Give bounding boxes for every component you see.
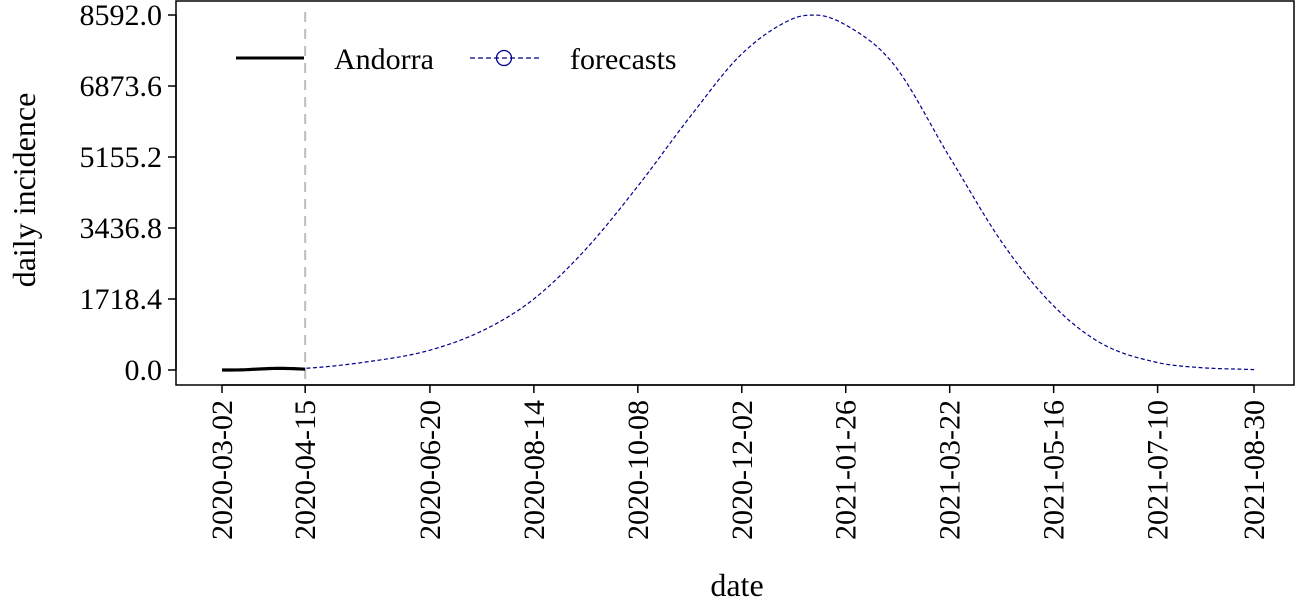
x-tick-label: 2021-08-30 (1238, 400, 1271, 540)
x-tick-label: 2020-10-08 (622, 400, 655, 540)
x-tick-label: 2021-05-16 (1038, 400, 1071, 540)
x-tick-label: 2020-04-15 (289, 400, 322, 540)
series-line-forecasts (221, 14, 1255, 371)
x-axis-title: date (710, 567, 763, 600)
x-tick-label: 2020-08-14 (518, 400, 551, 540)
x-tick-label: 2021-01-26 (830, 400, 863, 540)
x-tick-label: 2020-12-02 (726, 400, 759, 540)
y-tick-label: 3436.8 (80, 212, 163, 245)
y-tick-label: 0.0 (125, 354, 163, 387)
y-tick-label: 5155.2 (80, 141, 163, 174)
y-tick-label: 8592.0 (80, 0, 163, 32)
legend-label-andorra: Andorra (334, 43, 434, 76)
legend: Andorra forecasts (236, 43, 677, 76)
x-tick-label: 2021-03-22 (934, 400, 967, 540)
legend-marker-forecasts (495, 49, 513, 67)
x-axis: 2020-03-02 2020-04-15 2020-06-20 2020-08-14… (206, 384, 1271, 540)
x-tick-label: 2020-03-02 (206, 400, 239, 540)
y-tick-label: 1718.4 (80, 283, 163, 316)
x-tick-label: 2020-06-20 (414, 400, 447, 540)
legend-label-forecasts: forecasts (570, 43, 677, 76)
y-axis: 0.0 1718.4 3436.8 5155.2 6873.6 8592.0 (80, 0, 177, 387)
series-line-andorra (221, 366, 306, 372)
series-layer (221, 14, 1255, 372)
y-tick-label: 6873.6 (80, 70, 163, 103)
y-axis-title: daily incidence (6, 93, 42, 288)
x-tick-label: 2021-07-10 (1142, 400, 1175, 540)
